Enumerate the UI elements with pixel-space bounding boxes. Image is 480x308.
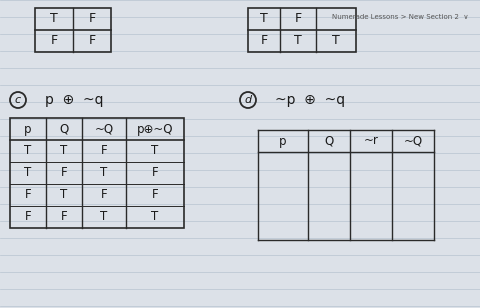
Text: Numerade Lessons > New Section 2  ∨: Numerade Lessons > New Section 2 ∨: [332, 14, 468, 20]
Bar: [248, 8, 356, 52]
Text: p: p: [24, 123, 32, 136]
Text: F: F: [294, 13, 301, 26]
Text: F: F: [101, 188, 108, 201]
Text: p: p: [279, 135, 287, 148]
Text: F: F: [50, 34, 58, 47]
Text: T: T: [24, 167, 32, 180]
Text: F: F: [88, 34, 96, 47]
Text: T: T: [151, 144, 158, 157]
Bar: [10, 118, 184, 228]
Text: T: T: [100, 210, 108, 224]
Text: F: F: [261, 34, 267, 47]
Text: F: F: [88, 13, 96, 26]
Text: F: F: [152, 188, 158, 201]
Text: d: d: [244, 95, 252, 105]
Text: T: T: [100, 167, 108, 180]
Text: T: T: [294, 34, 302, 47]
Text: Q: Q: [60, 123, 69, 136]
Text: F: F: [60, 210, 67, 224]
Text: T: T: [332, 34, 340, 47]
Text: F: F: [152, 167, 158, 180]
Text: ~Q: ~Q: [403, 135, 422, 148]
Text: Q: Q: [324, 135, 334, 148]
Text: F: F: [24, 210, 31, 224]
Text: F: F: [101, 144, 108, 157]
Text: ~r: ~r: [363, 135, 378, 148]
Text: p  ⊕  ~q: p ⊕ ~q: [45, 93, 104, 107]
Text: ~Q: ~Q: [95, 123, 114, 136]
Text: T: T: [151, 210, 158, 224]
Text: ~p  ⊕  ~q: ~p ⊕ ~q: [275, 93, 345, 107]
Text: T: T: [24, 144, 32, 157]
Text: T: T: [60, 144, 68, 157]
Text: p⊕~Q: p⊕~Q: [137, 123, 173, 136]
Bar: [35, 8, 111, 52]
Text: T: T: [60, 188, 68, 201]
Text: T: T: [50, 13, 58, 26]
Text: T: T: [260, 13, 268, 26]
Text: F: F: [24, 188, 31, 201]
Text: F: F: [60, 167, 67, 180]
Text: c: c: [15, 95, 21, 105]
